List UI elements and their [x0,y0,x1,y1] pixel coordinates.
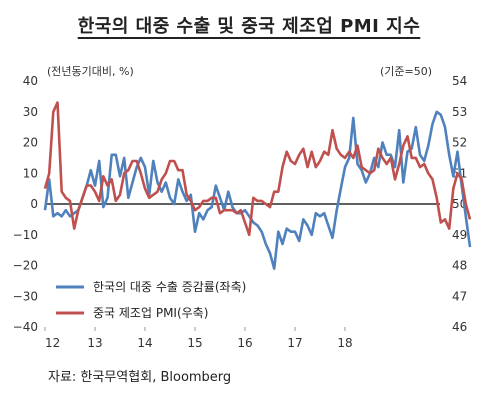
right-tick-label: 54 [452,74,467,88]
right-tick-label: 46 [452,320,467,334]
left-tick-label: −20 [13,259,38,273]
right-axis-unit: (기준=50) [380,65,432,78]
left-tick-label: −30 [13,289,38,303]
series-layer [43,101,472,270]
x-tick-label: 15 [187,336,202,350]
left-tick-label: 0 [30,197,38,211]
right-tick-label: 47 [452,289,467,303]
left-tick-label: 20 [23,136,38,150]
series-line-pmi [43,101,472,237]
legend-label-pmi: 중국 제조업 PMI(우축) [93,306,208,320]
left-tick-label: 30 [23,105,38,119]
left-tick-label: −40 [13,320,38,334]
legend: 한국의 대중 수출 증감률(좌축) 중국 제조업 PMI(우축) [56,280,246,320]
left-tick-label: 10 [23,166,38,180]
x-tick-label: 18 [337,336,352,350]
right-tick-label: 48 [452,259,467,273]
series-line-export [43,110,472,270]
source-note: 자료: 한국무역협회, Bloomberg [48,370,232,385]
x-tick-label: 12 [45,336,60,350]
x-tick-label: 16 [237,336,252,350]
x-tick-label: 14 [137,336,152,350]
x-axis: 12 13 14 15 16 17 18 [44,327,353,350]
right-tick-label: 53 [452,105,467,119]
left-tick-label: −10 [13,228,38,242]
x-tick-label: 13 [87,336,102,350]
left-tick-label: 40 [23,74,38,88]
left-axis: 40 30 20 10 0 −10 −20 −30 −40 [13,74,38,334]
x-tick-label: 17 [287,336,302,350]
right-tick-label: 49 [452,228,467,242]
chart-title: 한국의 대중 수출 및 중국 제조업 PMI 지수 [77,16,421,37]
right-tick-label: 52 [452,136,467,150]
left-axis-unit: (전년동기대비, %) [47,65,134,78]
legend-label-export: 한국의 대중 수출 증감률(좌축) [93,280,246,294]
